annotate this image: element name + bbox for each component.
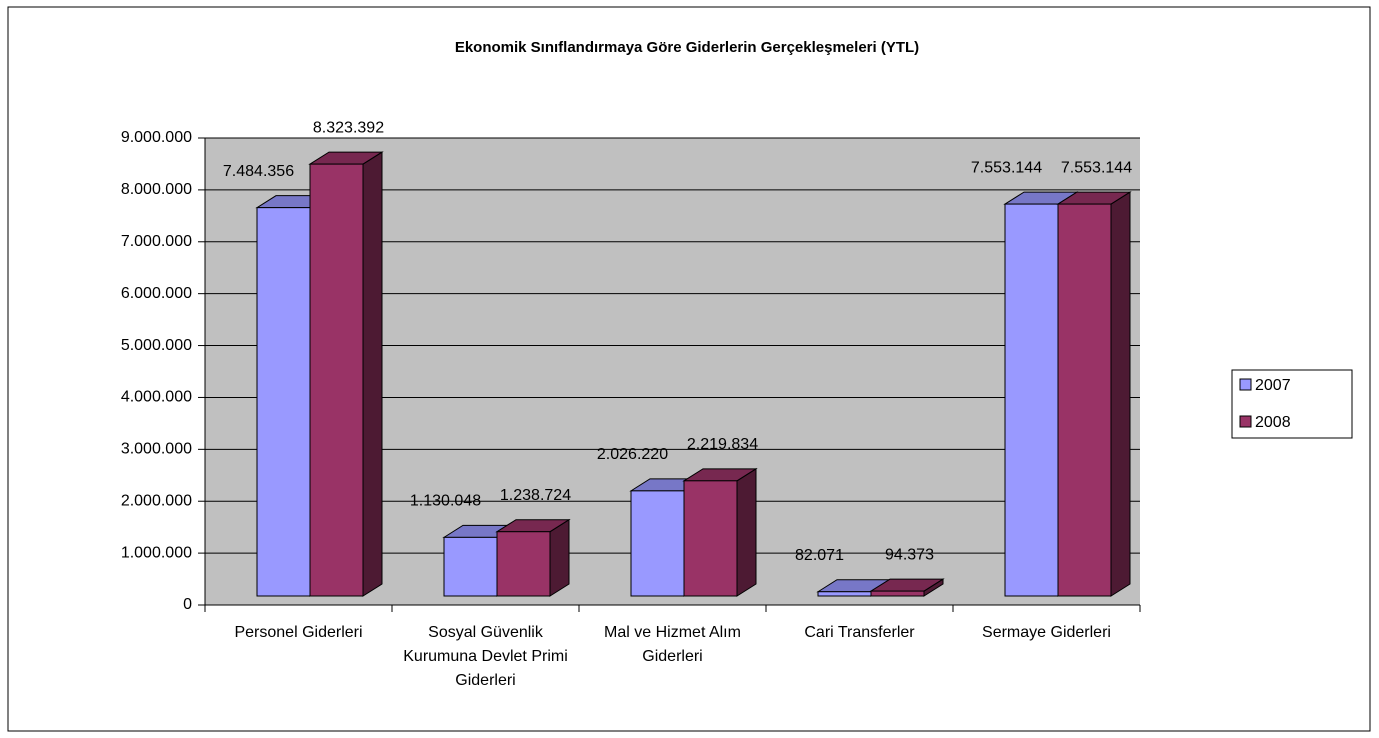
- x-tick-label: Sosyal Güvenlik Kurumuna Devlet Primi Gi…: [403, 624, 568, 689]
- x-tick-label: Mal ve Hizmet Alım Giderleri: [604, 624, 741, 665]
- legend-box: [1231, 369, 1353, 439]
- bar: [1056, 191, 1132, 597]
- value-label: 1.238.724: [500, 487, 571, 504]
- bar-front: [1057, 203, 1112, 597]
- bar: [682, 467, 758, 597]
- value-label: 8.323.392: [313, 119, 384, 136]
- value-label: 2.219.834: [687, 436, 758, 453]
- value-label: 7.553.144: [1061, 159, 1132, 176]
- legend-swatch: [1239, 415, 1252, 428]
- y-tick-label: 6.000.000: [121, 285, 192, 302]
- chart-title: Ekonomik Sınıflandırmaya Göre Giderlerin…: [455, 39, 919, 56]
- y-tick-label: 2.000.000: [121, 492, 192, 509]
- bar-side: [736, 467, 757, 597]
- bar-front: [443, 536, 498, 597]
- bar: [869, 578, 945, 597]
- bar-side: [549, 518, 570, 597]
- value-label: 7.484.356: [223, 163, 294, 180]
- bar-side: [1110, 191, 1131, 597]
- x-tick-label: Cari Transferler: [804, 624, 915, 641]
- y-tick-label: 7.000.000: [121, 233, 192, 250]
- bar: [495, 518, 571, 597]
- y-tick-label: 1.000.000: [121, 544, 192, 561]
- legend-label: 2007: [1255, 377, 1291, 394]
- bar-front: [256, 207, 311, 597]
- bar: [308, 151, 384, 597]
- bar-side: [362, 151, 383, 597]
- value-label: 7.553.144: [971, 159, 1042, 176]
- bar-front: [309, 163, 364, 597]
- bar-front: [870, 590, 925, 597]
- y-tick-label: 8.000.000: [121, 181, 192, 198]
- bar-front: [817, 591, 872, 597]
- value-label: 2.026.220: [597, 446, 668, 463]
- x-tick-label: Sermaye Giderleri: [982, 624, 1111, 641]
- value-label: 82.071: [795, 547, 844, 564]
- bar-front: [1004, 203, 1059, 597]
- y-tick-label: 3.000.000: [121, 441, 192, 458]
- legend-swatch: [1239, 378, 1252, 391]
- bar-front: [496, 531, 551, 597]
- value-label: 94.373: [885, 546, 934, 563]
- y-tick-label: 5.000.000: [121, 337, 192, 354]
- bar-front: [630, 490, 685, 597]
- y-tick-label: 4.000.000: [121, 389, 192, 406]
- y-tick-label: 9.000.000: [121, 129, 192, 146]
- legend-label: 2008: [1255, 414, 1291, 431]
- x-tick-label: Personel Giderleri: [234, 624, 363, 641]
- bar-front: [683, 480, 738, 597]
- value-label: 1.130.048: [410, 493, 481, 510]
- y-tick-label: 0: [183, 596, 192, 613]
